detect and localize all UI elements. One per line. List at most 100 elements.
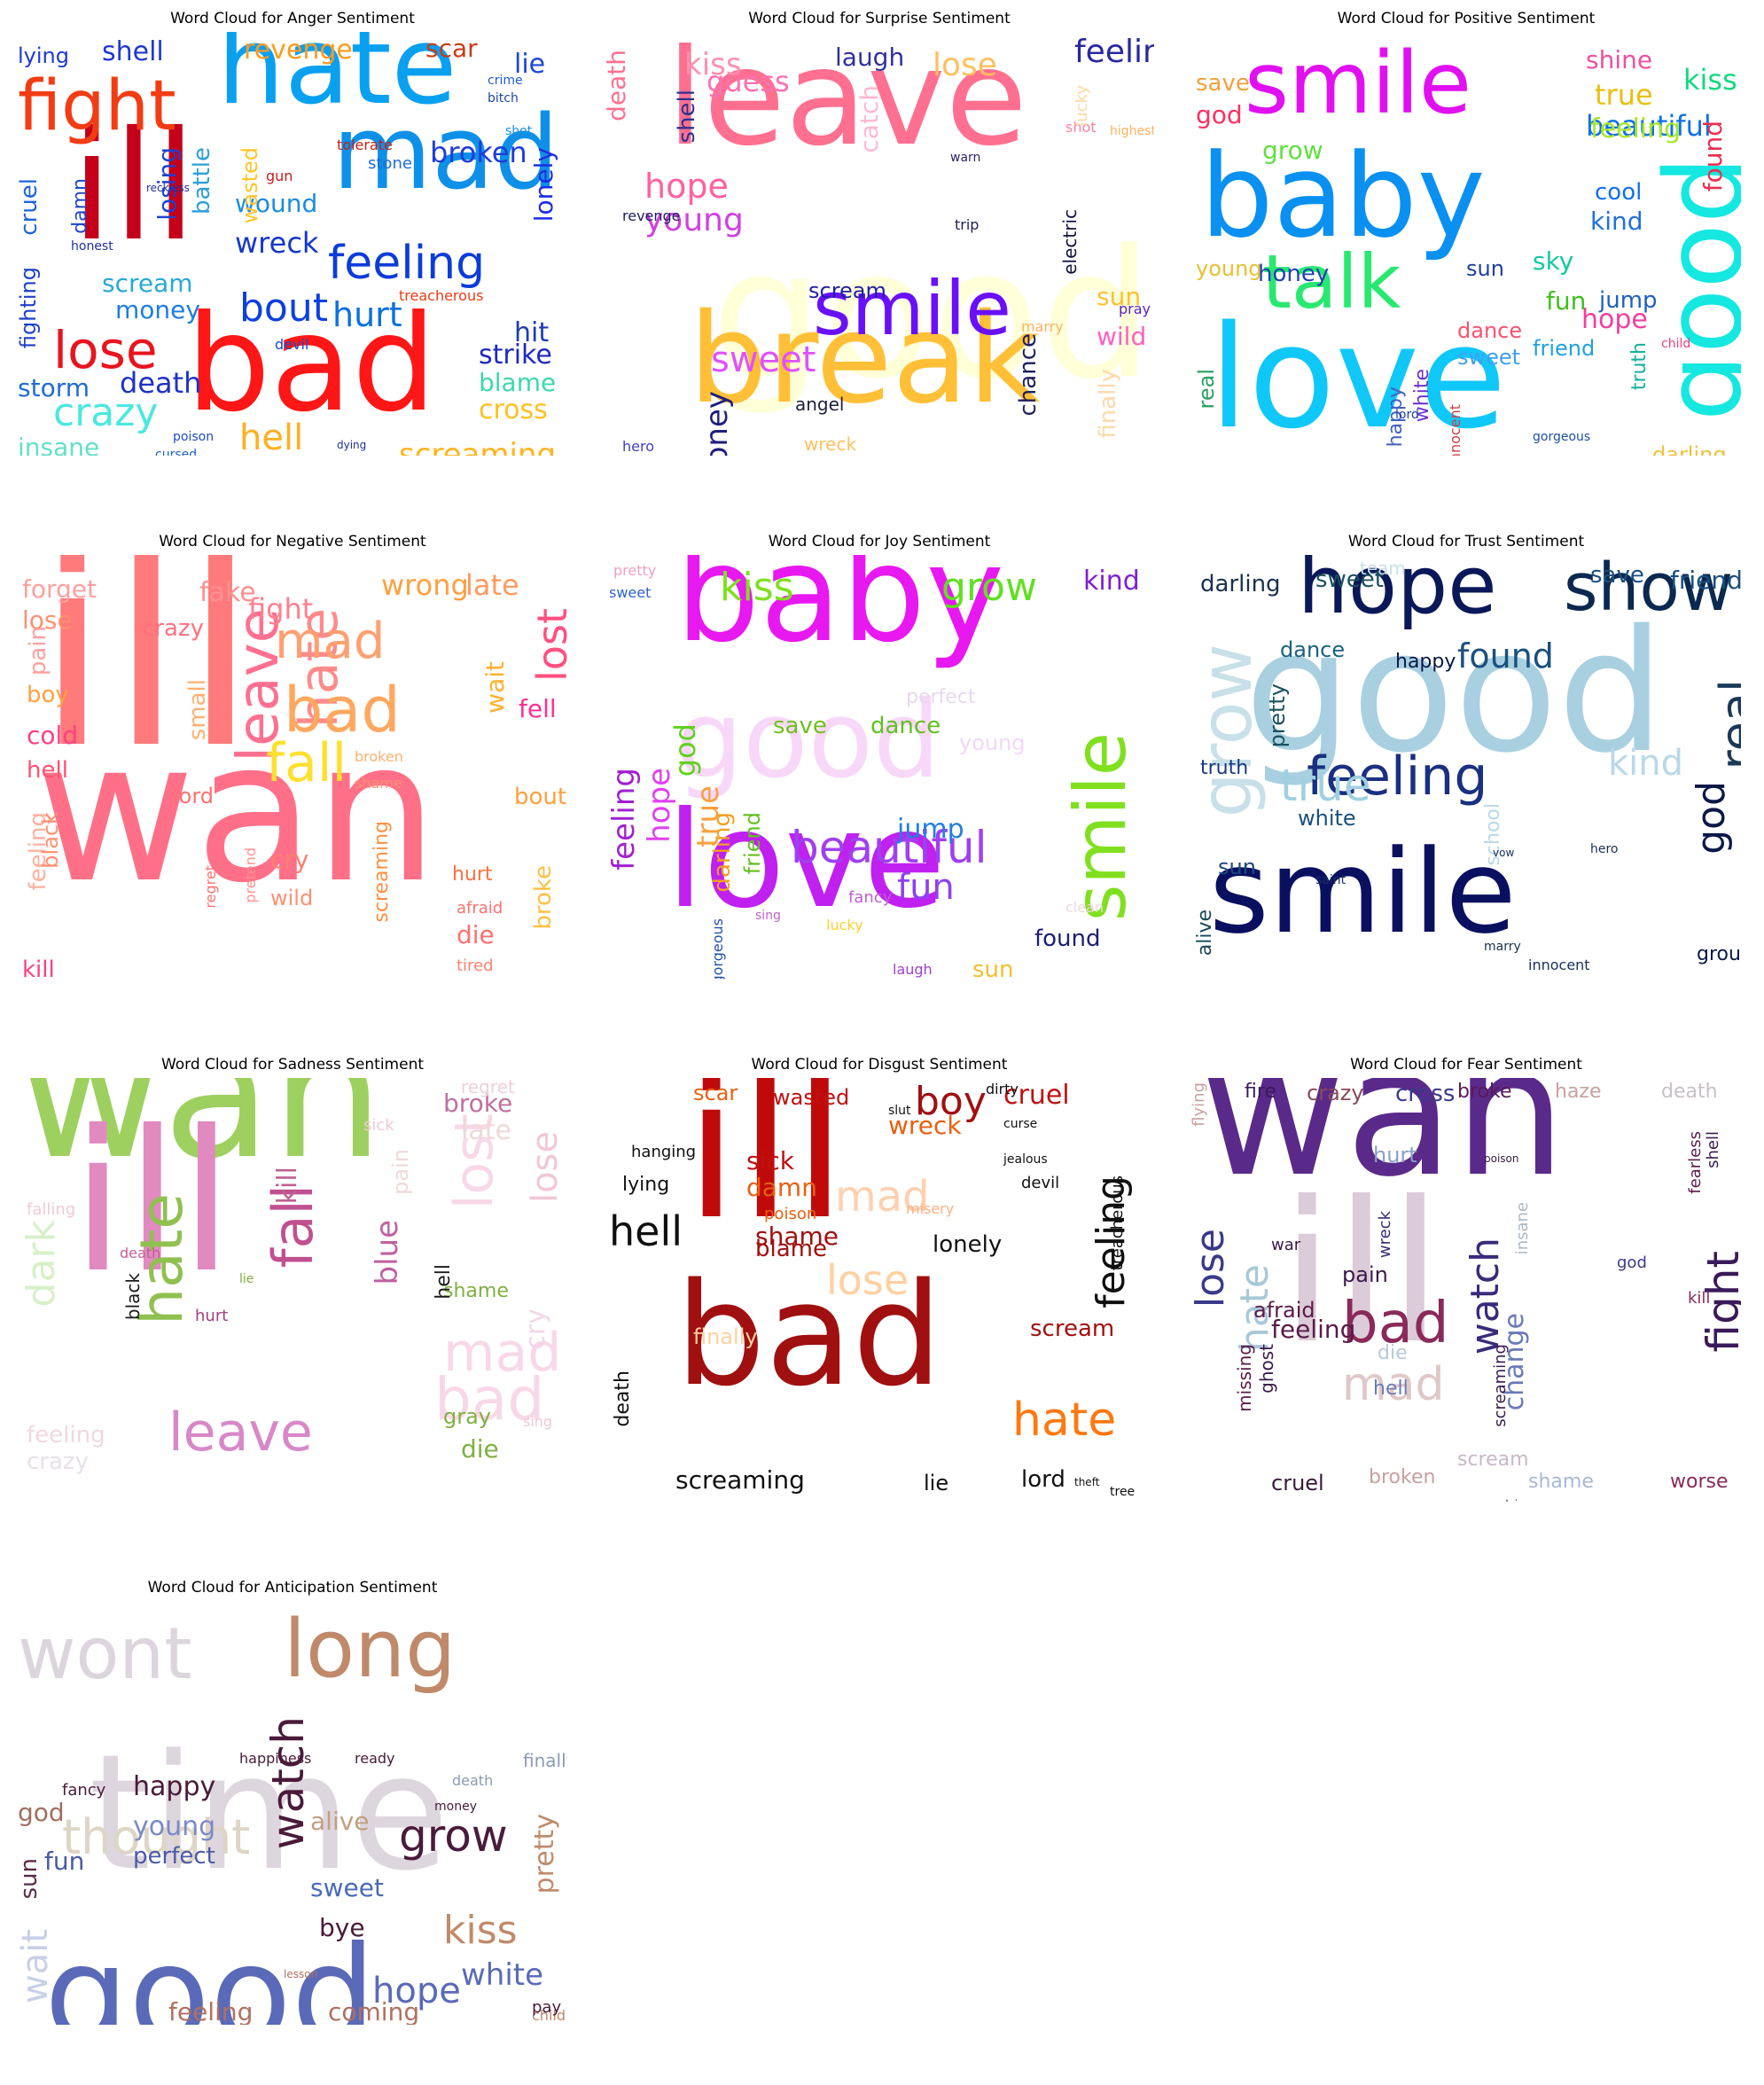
cloud-word: scream xyxy=(102,269,193,298)
cloud-word: wound xyxy=(235,189,318,218)
cloud-word: sweet xyxy=(310,1873,384,1902)
cloud-word: wait xyxy=(480,661,510,714)
cloud-word: dance xyxy=(1457,318,1523,343)
cloud-word: gun xyxy=(266,168,293,184)
cloud-word: crazy xyxy=(142,615,204,642)
cloud-word: black xyxy=(122,1273,144,1321)
cloud-word: found xyxy=(1457,636,1554,675)
cloud-word: young xyxy=(133,1811,216,1842)
cloud-word: feeling xyxy=(1307,746,1488,808)
cloud-word: die xyxy=(461,1434,499,1464)
cloud-word: hero xyxy=(622,438,654,455)
cloud-word: lose xyxy=(1191,1229,1233,1308)
cloud-word: late xyxy=(461,1115,511,1146)
cloud-word: screaming xyxy=(1491,1344,1510,1427)
cloud-word: wreck xyxy=(1376,1211,1394,1259)
cloud-word: jump xyxy=(897,814,964,845)
cloud-word: dark xyxy=(19,1220,64,1308)
cloud-word: child xyxy=(1661,337,1691,351)
cloud-word: kill xyxy=(1688,1289,1711,1308)
cloud-word: lord xyxy=(173,784,215,808)
cloud-word: fun xyxy=(897,867,955,908)
cloud-word: hell xyxy=(1373,1378,1409,1400)
cloud-word: pretty xyxy=(613,562,657,579)
panel-title: Word Cloud for Positive Sentiment xyxy=(1337,10,1596,27)
cloud-word: hope xyxy=(1298,555,1497,632)
cloud-word: marry xyxy=(1021,318,1064,335)
cloud-word: sun xyxy=(1466,256,1504,281)
panel-title: Word Cloud for Negative Sentiment xyxy=(159,533,426,551)
cloud-word: vow xyxy=(1493,847,1515,859)
cloud-word: sick xyxy=(363,1116,394,1135)
cloud-word: scream xyxy=(1030,1316,1115,1342)
cloud-word: crazy xyxy=(1307,1081,1364,1105)
cloud-word: blue xyxy=(370,1220,405,1285)
cloud-word: sick xyxy=(746,1146,794,1175)
cloud-word: dirty xyxy=(986,1081,1019,1097)
word-cloud: ill bad feeling mad lose hate hell boy cruel wrec… xyxy=(605,1078,1154,1502)
cloud-word: white xyxy=(461,1957,544,1993)
cloud-word: fall xyxy=(266,732,347,794)
cloud-word: cold xyxy=(27,721,79,750)
cloud-word: flying xyxy=(1191,1082,1208,1127)
cloud-word: happiness xyxy=(239,1750,312,1767)
cloud-word: chance xyxy=(1015,333,1042,417)
cloud-word: scream xyxy=(808,278,886,303)
cloud-word: fighting xyxy=(18,267,41,349)
cloud-word: storm xyxy=(18,373,90,402)
wordcloud-panel: Word Cloud for Negative Sentiment ill wan l… xyxy=(18,530,567,1000)
cloud-word: hell xyxy=(609,1207,683,1255)
cloud-word: tree xyxy=(1110,1485,1136,1499)
cloud-word: alive xyxy=(1194,910,1216,957)
cloud-word: fake xyxy=(199,577,256,608)
cloud-word: lose xyxy=(933,47,997,83)
cloud-word: kill xyxy=(272,1167,303,1205)
cloud-word: friend xyxy=(1670,566,1741,595)
cloud-word: fancy xyxy=(848,888,893,907)
cloud-word: gray xyxy=(443,1404,492,1429)
cloud-word: alive xyxy=(310,1807,370,1836)
cloud-word: perfect xyxy=(133,1843,215,1870)
cloud-word: hit xyxy=(514,317,550,348)
cloud-word: stone xyxy=(368,154,412,173)
cloud-word: electric xyxy=(1059,209,1081,275)
cloud-word: falling xyxy=(27,1200,76,1219)
cloud-word: shame xyxy=(1528,1471,1594,1493)
cloud-word: kiss xyxy=(443,1908,518,1953)
cloud-word: wan xyxy=(1200,1078,1566,1216)
cloud-word: regret xyxy=(202,865,219,909)
cloud-word: feeling xyxy=(1074,34,1154,70)
cloud-word: scream xyxy=(1457,1449,1529,1471)
cloud-word: grow xyxy=(399,1810,508,1862)
cloud-word: cry xyxy=(520,1308,551,1350)
cloud-word: wasted xyxy=(773,1085,850,1110)
cloud-word: friend xyxy=(740,812,765,875)
cloud-word: revenge xyxy=(244,35,353,66)
cloud-word: wan xyxy=(18,1078,384,1199)
cloud-word: darling xyxy=(709,812,736,893)
word-cloud: ill bad hate mad fight feeling lose hell crazy bo… xyxy=(18,32,567,456)
cloud-word: feeling xyxy=(168,1997,254,2025)
cloud-word: god xyxy=(1196,100,1243,129)
cloud-word: hurt xyxy=(195,1307,229,1325)
cloud-word: shame xyxy=(755,1222,839,1251)
cloud-word: broke xyxy=(530,865,557,930)
cloud-word: fell xyxy=(519,694,557,723)
wordcloud-panel: Word Cloud for Anticipation Sentiment tim… xyxy=(18,1576,567,2046)
cloud-word: blame xyxy=(755,1236,827,1262)
cloud-word: hurt xyxy=(1373,1143,1417,1167)
word-cloud: wan ill bad mad fight lose hate watch change feel… xyxy=(1191,1078,1741,1502)
cloud-word: broken xyxy=(430,136,527,169)
cloud-word: lie xyxy=(514,49,546,80)
cloud-word: show xyxy=(1564,555,1734,626)
wordcloud-panel: Word Cloud for Surprise Sentiment good lea… xyxy=(605,7,1154,477)
cloud-word: catch xyxy=(855,85,884,153)
cloud-word: wont xyxy=(18,1613,192,1695)
cloud-word: mad xyxy=(1342,1358,1445,1411)
cloud-word: found xyxy=(1698,121,1728,192)
cloud-word: sun xyxy=(1218,855,1256,879)
cloud-word: dance xyxy=(870,713,941,739)
cloud-word: sing xyxy=(755,909,781,923)
cloud-word: real xyxy=(1710,679,1741,770)
cloud-word: fun xyxy=(44,1847,85,1876)
